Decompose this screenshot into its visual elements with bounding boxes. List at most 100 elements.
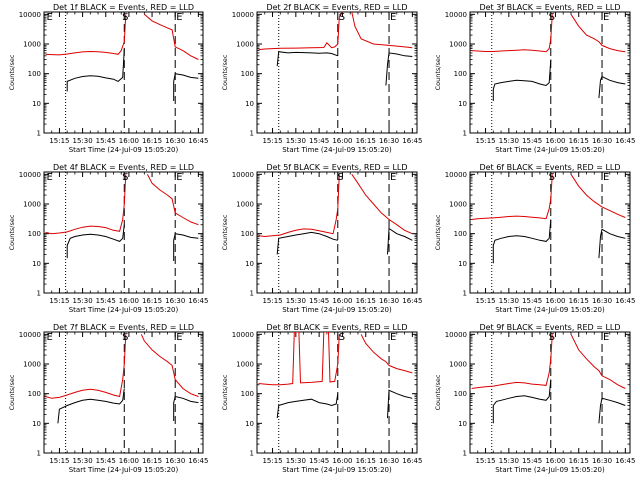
y-tick-label: 100 [454, 70, 467, 78]
events-series-line [66, 48, 125, 92]
panel-title: Det 9f BLACK = Events, RED = LLD [479, 323, 620, 332]
panel-det-3: Det 3f BLACK = Events, RED = LLD 1 10 100 10… [434, 3, 635, 154]
events-series-line [492, 59, 552, 101]
y-tick-label: 10000 [232, 11, 254, 19]
x-tick-label: 15:15 [49, 457, 69, 465]
events-series-line [492, 379, 552, 424]
lld-series-line [471, 174, 553, 220]
y-tick-label: 10000 [445, 171, 467, 179]
x-tick-label: 16:15 [569, 457, 589, 465]
marker-s-label: S [122, 332, 128, 343]
y-tick-label: 1 [250, 130, 254, 138]
x-tick-label: 16:45 [615, 297, 635, 305]
y-tick-label: 1000 [23, 41, 41, 49]
panel-det-6: Det 6f BLACK = Events, RED = LLD 1 10 100 10… [434, 163, 635, 314]
x-tick-label: 15:30 [499, 297, 519, 305]
panel-title: Det 2f BLACK = Events, RED = LLD [266, 3, 407, 12]
y-tick-label: 1 [37, 450, 41, 458]
x-tick-label: 16:45 [188, 297, 208, 305]
lld-series-line [45, 174, 127, 235]
y-tick-label: 100 [28, 70, 41, 78]
x-tick-label: 15:45 [96, 297, 116, 305]
y-axis-label: Counts/sec [221, 54, 229, 90]
x-tick-label: 16:00 [545, 457, 565, 465]
y-tick-label: 1000 [449, 41, 467, 49]
x-axis-label: Start Time (24-Jul-09 15:05:20) [495, 146, 605, 154]
x-tick-label: 16:15 [569, 297, 589, 305]
marker-s-label: S [549, 332, 555, 343]
marker-s-label: S [122, 12, 128, 23]
y-tick-label: 1000 [449, 361, 467, 369]
lld-series-line [471, 14, 553, 53]
x-tick-label: 15:45 [522, 297, 542, 305]
x-tick-label: 16:00 [119, 137, 139, 145]
x-tick-label: 16:30 [379, 297, 399, 305]
panel-title: Det 5f BLACK = Events, RED = LLD [266, 163, 407, 172]
y-tick-label: 1 [463, 290, 467, 298]
lld-series-line [570, 334, 626, 389]
x-axis-label: Start Time (24-Jul-09 15:05:20) [282, 146, 392, 154]
plot-frame [469, 331, 631, 454]
plot-frame [256, 11, 418, 134]
marker-s-label: S [122, 172, 128, 183]
events-series-line [598, 75, 626, 99]
marker-e-label: E [47, 172, 53, 183]
y-tick-label: 10000 [232, 331, 254, 339]
y-tick-label: 1000 [236, 41, 254, 49]
y-tick-label: 100 [241, 390, 254, 398]
x-axis-label: Start Time (24-Jul-09 15:05:20) [69, 306, 179, 314]
y-tick-label: 100 [241, 70, 254, 78]
marker-e-label: E [176, 12, 182, 23]
x-tick-label: 15:45 [309, 297, 329, 305]
y-tick-label: 100 [241, 230, 254, 238]
marker-e-label: E [176, 332, 182, 343]
plot-frame [43, 331, 204, 454]
y-tick-label: 1000 [236, 201, 254, 209]
x-tick-label: 15:15 [262, 457, 282, 465]
events-series-line [387, 227, 413, 255]
x-tick-label: 15:15 [49, 297, 69, 305]
x-tick-label: 15:15 [262, 137, 282, 145]
lld-series-line [360, 334, 413, 374]
lld-series-line [45, 334, 127, 399]
x-tick-label: 16:00 [119, 457, 139, 465]
y-axis-label: Counts/sec [434, 54, 442, 90]
x-tick-label: 16:00 [332, 137, 352, 145]
y-axis-label: Counts/sec [8, 374, 16, 410]
events-series-line [57, 388, 125, 424]
y-tick-label: 10 [245, 420, 254, 428]
plot-frame [43, 171, 204, 294]
y-tick-label: 1 [463, 130, 467, 138]
x-tick-label: 16:00 [332, 297, 352, 305]
events-series-line [387, 389, 413, 419]
x-tick-label: 16:15 [356, 297, 376, 305]
x-tick-label: 15:15 [262, 297, 282, 305]
y-tick-label: 1000 [23, 361, 41, 369]
events-series-line [173, 233, 199, 261]
x-tick-label: 16:45 [188, 137, 208, 145]
plot-frame [469, 11, 631, 134]
panel-title: Det 3f BLACK = Events, RED = LLD [479, 3, 620, 12]
y-tick-label: 10000 [19, 11, 41, 19]
y-tick-label: 10 [32, 260, 41, 268]
marker-e-label: E [390, 332, 396, 343]
panel-det-5: Det 5f BLACK = Events, RED = LLD 1 10 100 10… [221, 163, 422, 314]
y-tick-label: 1000 [449, 201, 467, 209]
x-tick-label: 15:45 [96, 457, 116, 465]
x-tick-label: 16:45 [402, 137, 422, 145]
panel-det-8: Det 8f BLACK = Events, RED = LLD 1 10 100 10… [221, 323, 422, 474]
y-tick-label: 10 [458, 260, 467, 268]
x-axis-label: Start Time (24-Jul-09 15:05:20) [495, 466, 605, 474]
y-tick-label: 10000 [19, 331, 41, 339]
marker-e-label: E [603, 172, 609, 183]
x-tick-label: 15:30 [286, 297, 306, 305]
events-series-line [66, 224, 125, 259]
y-tick-label: 10 [32, 420, 41, 428]
x-tick-label: 15:45 [522, 457, 542, 465]
panel-title: Det 8f BLACK = Events, RED = LLD [266, 323, 407, 332]
x-tick-label: 16:45 [188, 457, 208, 465]
x-tick-label: 15:45 [309, 457, 329, 465]
y-tick-label: 10 [245, 260, 254, 268]
events-series-line [492, 219, 552, 264]
